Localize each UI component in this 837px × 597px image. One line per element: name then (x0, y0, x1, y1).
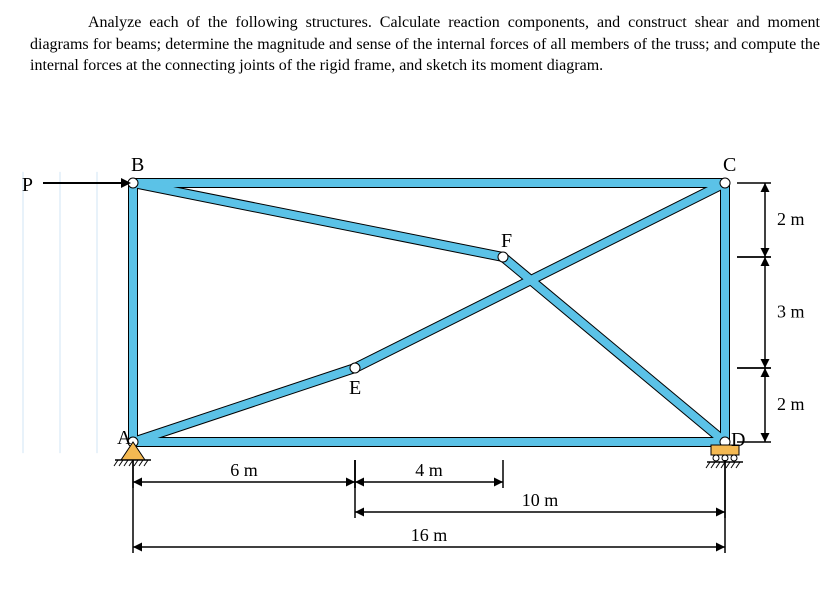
truss-member (133, 183, 503, 257)
truss-member (503, 257, 725, 442)
node-label: C (723, 154, 736, 176)
truss-member (355, 183, 725, 368)
dim-label: 16 m (411, 525, 448, 545)
arrow-head (761, 368, 770, 377)
truss-node (498, 252, 508, 262)
node-label: A (117, 427, 132, 449)
dim-label: 10 m (522, 490, 559, 510)
arrow-head (716, 543, 725, 552)
arrow-head (355, 508, 364, 517)
dim-label: 2 m (777, 394, 805, 414)
truss-diagram: P A B C D E F 6 m 4 m 10 m 16 m 2 m 3 m 2 m (5, 140, 835, 590)
arrow-head (133, 478, 142, 487)
arrow-head (761, 248, 770, 257)
node-label: D (731, 429, 745, 451)
node-label: B (131, 154, 144, 176)
arrow-head (133, 543, 142, 552)
problem-statement: Analyze each of the following structures… (30, 12, 820, 77)
arrow-head (355, 478, 364, 487)
dim-label: 4 m (415, 460, 443, 480)
problem-text-content: Analyze each of the following structures… (30, 14, 820, 74)
arrow-head (346, 478, 355, 487)
arrow-head (761, 433, 770, 442)
node-label: F (501, 230, 512, 252)
node-label: E (349, 377, 361, 399)
arrow-head (761, 359, 770, 368)
dim-label: 6 m (230, 460, 258, 480)
truss-node (720, 178, 730, 188)
dim-label: 3 m (777, 302, 805, 322)
truss-node (350, 363, 360, 373)
load-label: P (22, 174, 33, 196)
arrow-head (761, 183, 770, 192)
dim-label: 2 m (777, 209, 805, 229)
truss-member (133, 368, 355, 442)
arrow-head (716, 508, 725, 517)
arrow-head (494, 478, 503, 487)
arrow-head (761, 257, 770, 266)
